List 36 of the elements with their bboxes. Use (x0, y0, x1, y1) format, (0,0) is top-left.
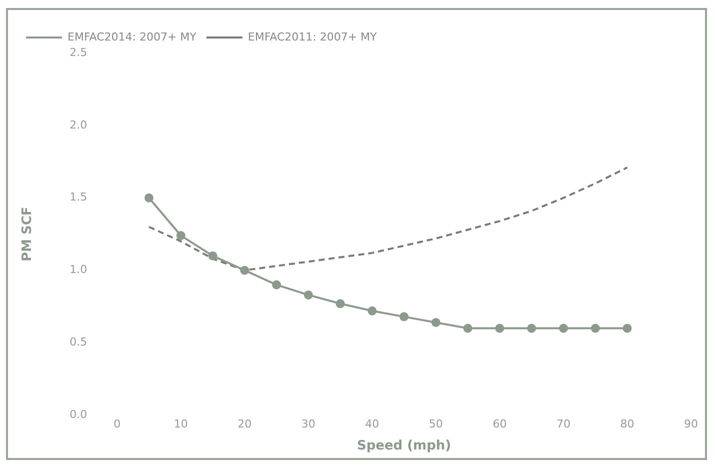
y-axis-title: PM SCF (20, 206, 36, 262)
x-tick-label: 0 (114, 418, 121, 431)
x-tick-label: 50 (428, 418, 443, 431)
y-tick-label: 2.5 (70, 46, 88, 59)
x-tick-label: 10 (174, 418, 188, 431)
legend-label: EMFAC2011: 2007+ MY (248, 30, 378, 44)
y-tick-label: 0.0 (70, 408, 88, 422)
x-tick-label: 20 (238, 418, 252, 431)
point (622, 324, 632, 333)
point (558, 324, 568, 333)
point (144, 193, 154, 202)
legend-label: EMFAC2014: 2007+ MY (68, 30, 197, 44)
x-tick-label: 90 (684, 418, 698, 431)
point (304, 290, 313, 300)
point (590, 324, 600, 333)
x-tick-label: 70 (556, 418, 570, 431)
point (176, 231, 186, 240)
x-tick-label: 80 (620, 418, 634, 431)
point (240, 266, 250, 275)
x-tick-label: 60 (492, 418, 507, 431)
y-tick-label: 1.5 (70, 190, 88, 204)
x-tick-label: 30 (301, 418, 316, 431)
point (463, 324, 472, 333)
point (527, 324, 536, 333)
point (431, 318, 440, 327)
point (272, 280, 282, 290)
point (336, 299, 345, 308)
point (400, 312, 409, 322)
x-tick-label: 40 (365, 418, 380, 431)
x-axis-title: Speed (mph) (356, 438, 452, 454)
point (208, 251, 218, 260)
y-tick-label: 1.0 (70, 263, 88, 276)
y-tick-label: 0.5 (70, 336, 88, 349)
point (368, 306, 377, 316)
point (495, 324, 504, 333)
y-tick-label: 2.0 (70, 118, 88, 132)
